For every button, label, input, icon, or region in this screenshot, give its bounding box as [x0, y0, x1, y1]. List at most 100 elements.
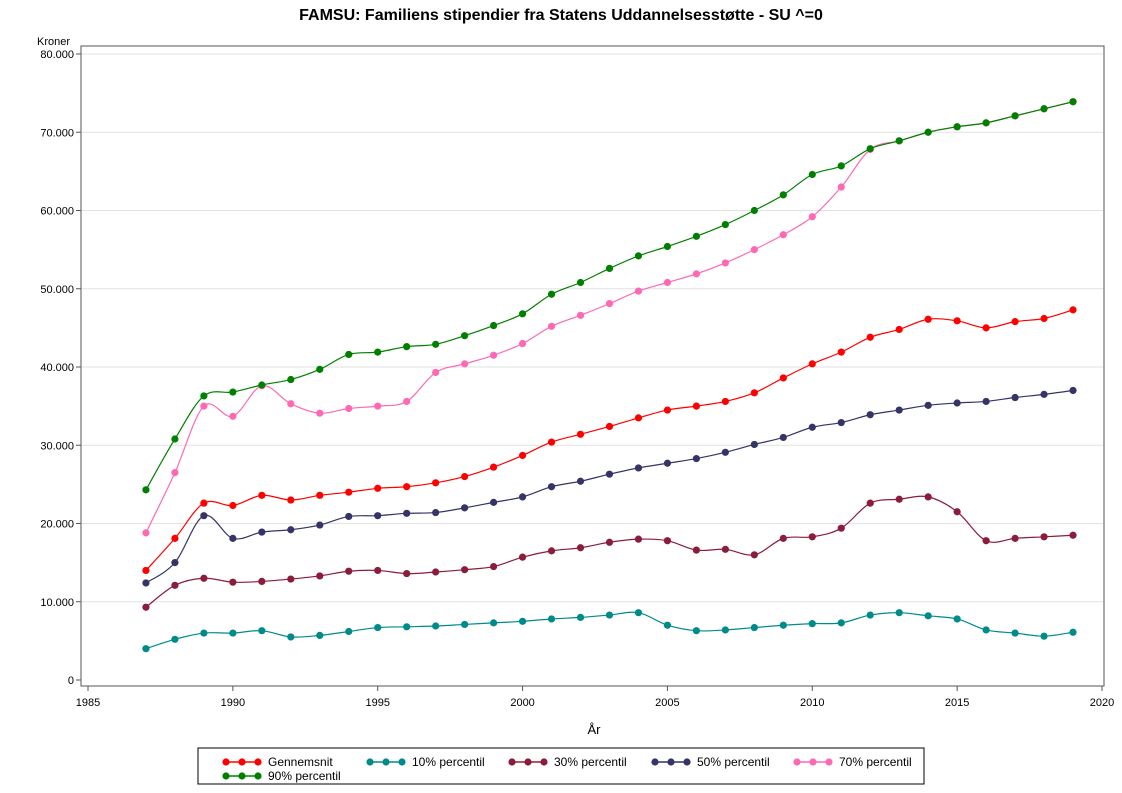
- data-point: [229, 501, 237, 510]
- data-point: [982, 626, 990, 634]
- data-point: [1069, 531, 1077, 539]
- legend-swatch-marker: [809, 758, 817, 766]
- data-point: [634, 464, 643, 472]
- data-point: [895, 495, 903, 503]
- data-point: [345, 567, 353, 575]
- plot-area-frame: [80, 45, 1105, 687]
- data-point: [461, 360, 469, 368]
- data-point: [518, 310, 527, 318]
- legend-swatch-marker: [366, 758, 374, 766]
- data-point: [1011, 393, 1019, 402]
- x-tick-label: 2000: [510, 697, 534, 709]
- data-point: [837, 348, 845, 356]
- data-point: [461, 332, 469, 340]
- data-point: [171, 534, 179, 542]
- data-point: [403, 509, 411, 517]
- data-point: [721, 626, 729, 634]
- data-point: [866, 145, 874, 153]
- data-point: [490, 463, 498, 471]
- data-point: [229, 388, 237, 396]
- data-point: [634, 535, 643, 543]
- data-point: [808, 360, 816, 368]
- data-point: [721, 545, 729, 553]
- data-point: [461, 472, 469, 481]
- y-axis-ticks: 0 10.000 20.000 30.000 40.000 50.000 60.000 70.…: [40, 49, 81, 687]
- data-point: [200, 402, 208, 410]
- y-tick-label: 10.000: [40, 597, 74, 609]
- data-point: [518, 339, 527, 348]
- data-point: [345, 404, 353, 413]
- data-point: [634, 414, 643, 422]
- series-10-percentil: [142, 609, 1077, 653]
- data-point: [895, 137, 903, 145]
- data-point: [692, 270, 701, 278]
- series-30-percentil: [142, 493, 1077, 611]
- legend-swatch-marker: [254, 772, 262, 780]
- data-point: [403, 343, 411, 351]
- legend-label: Gennemsnit: [268, 755, 333, 769]
- data-point: [692, 232, 701, 240]
- gridlines: [82, 53, 1103, 603]
- data-point: [982, 324, 990, 332]
- data-point: [200, 629, 208, 637]
- data-point: [895, 325, 903, 334]
- legend-swatch-marker: [398, 758, 406, 766]
- data-point: [518, 493, 527, 501]
- data-point: [287, 633, 295, 641]
- data-point: [605, 538, 614, 546]
- data-point: [779, 534, 787, 542]
- legend: Gennemsnit 10% percentil 30% percentil 50% …: [222, 755, 912, 783]
- data-point: [1011, 112, 1019, 120]
- data-point: [663, 406, 672, 414]
- data-point: [634, 287, 643, 295]
- legend-entry: 30% percentil: [508, 755, 627, 769]
- data-point: [229, 412, 237, 420]
- data-point: [953, 615, 961, 623]
- data-point: [663, 621, 672, 629]
- data-point: [171, 559, 179, 567]
- series-layer: [142, 98, 1077, 653]
- data-point: [547, 547, 556, 555]
- data-point: [750, 206, 758, 215]
- data-point: [576, 613, 585, 622]
- x-tick-label: 2015: [945, 697, 969, 709]
- data-point: [374, 566, 382, 575]
- data-point: [634, 609, 643, 617]
- data-point: [518, 451, 527, 460]
- data-point: [200, 512, 208, 520]
- data-point: [576, 430, 585, 438]
- data-point: [171, 435, 179, 443]
- y-tick-label: 60.000: [40, 206, 74, 218]
- data-point: [982, 397, 990, 406]
- data-point: [374, 348, 382, 356]
- data-point: [663, 278, 672, 287]
- data-point: [461, 566, 469, 574]
- x-tick-label: 1995: [365, 697, 389, 709]
- x-axis-ticks: 1985 1990 1995 2000 2005 2010 2015 2020: [76, 686, 1114, 709]
- legend-swatch-marker: [222, 758, 230, 766]
- data-point: [895, 609, 903, 617]
- data-point: [1011, 318, 1019, 326]
- legend-label: 70% percentil: [839, 755, 912, 769]
- data-point: [258, 627, 266, 635]
- data-point: [837, 418, 845, 427]
- y-tick-label: 40.000: [40, 362, 74, 374]
- data-point: [345, 488, 353, 496]
- data-point: [779, 621, 787, 629]
- data-point: [1069, 386, 1077, 395]
- data-point: [490, 619, 498, 627]
- legend-swatch-marker: [524, 758, 532, 766]
- y-tick-label: 0: [68, 675, 74, 687]
- data-point: [924, 128, 932, 136]
- data-point: [547, 483, 556, 491]
- data-point: [576, 477, 585, 485]
- x-tick-label: 1990: [221, 697, 245, 709]
- data-point: [142, 566, 150, 575]
- data-point: [490, 351, 498, 359]
- data-point: [605, 611, 614, 619]
- legend-swatch-marker: [825, 758, 833, 766]
- data-point: [953, 399, 961, 407]
- data-point: [258, 528, 266, 536]
- data-point: [924, 401, 932, 409]
